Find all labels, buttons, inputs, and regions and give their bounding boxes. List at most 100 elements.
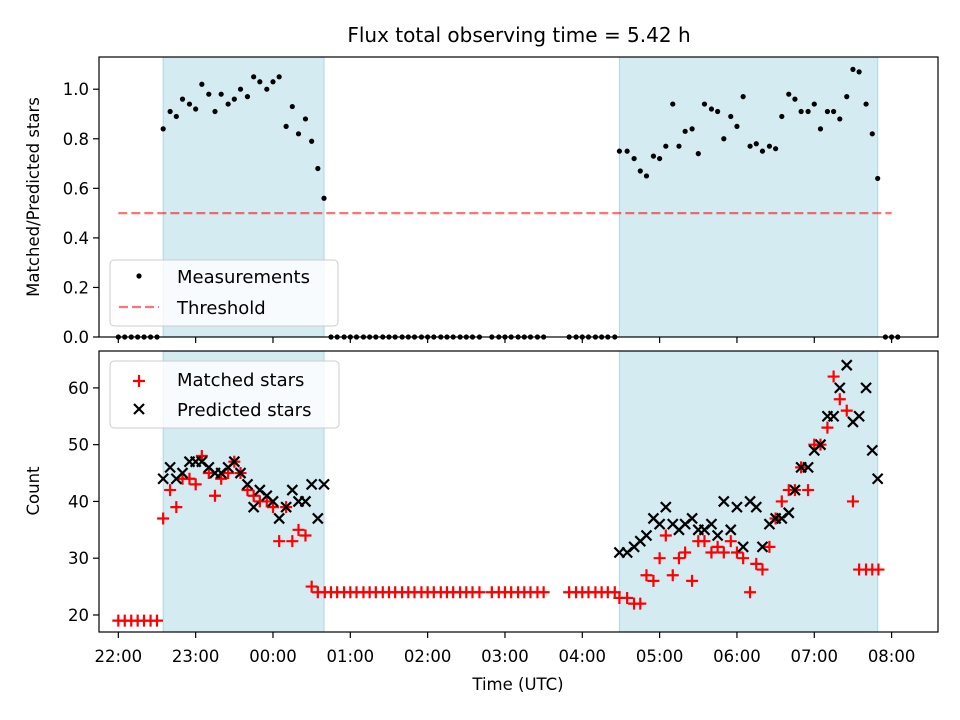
measurement-point — [218, 91, 224, 97]
measurement-point — [309, 138, 315, 144]
bottom-xtick-label: 07:00 — [790, 647, 838, 666]
predicted-star-point — [711, 529, 724, 542]
measurement-point — [295, 131, 302, 137]
matched-star-point — [666, 569, 679, 582]
measurement-point — [728, 113, 734, 120]
measurement-point — [315, 165, 321, 172]
predicted-star-point — [782, 507, 795, 519]
matched-star-point — [202, 467, 215, 480]
top-axes-frame — [98, 56, 939, 338]
top-ytick-label: 0.4 — [63, 229, 89, 248]
matched-star-point — [208, 489, 221, 502]
measurement-point — [663, 143, 669, 149]
measurement-point — [759, 148, 766, 154]
measurement-point — [257, 79, 263, 85]
bottom-panel: 20 30 40 50 60 22:00 23:00 00:00 01:00 02:00 03:00… — [24, 350, 939, 694]
predicted-star-point — [176, 467, 189, 479]
bottom-ytick-label: 60 — [68, 379, 89, 398]
measurement-point — [186, 101, 193, 107]
predicted-star-point — [731, 501, 743, 513]
matched-star-point — [827, 370, 840, 383]
measurement-point — [856, 69, 862, 75]
matched-star-point — [150, 614, 163, 627]
measurement-point — [875, 175, 881, 182]
measurement-point — [837, 116, 843, 122]
measurement-point — [747, 143, 753, 149]
matched-star-point — [711, 540, 724, 553]
bottom-ylabel: Count — [24, 466, 43, 516]
bottom-series — [112, 359, 885, 627]
bottom-ytick-label: 40 — [68, 492, 89, 511]
predicted-star-point — [853, 410, 865, 423]
predicted-star-point — [640, 529, 653, 542]
predicted-star-point — [241, 478, 254, 491]
predicted-star-point — [653, 518, 666, 530]
predicted-star-point — [724, 524, 737, 536]
matched-star-point — [241, 484, 254, 497]
matched-star-point — [737, 552, 750, 565]
bottom-axes-frame — [98, 350, 939, 633]
bottom-ticks: 20 30 40 50 60 22:00 23:00 00:00 01:00 02:00 03:00… — [68, 379, 915, 666]
measurement-point — [863, 101, 869, 107]
matched-star-point — [750, 557, 763, 570]
matched-star-point — [672, 552, 685, 565]
predicted-star-point — [802, 461, 814, 474]
predicted-star-point — [686, 512, 698, 525]
measurement-point — [657, 155, 663, 162]
measurement-point — [212, 108, 218, 115]
measurement-point — [244, 94, 251, 100]
measurement-point — [817, 126, 824, 132]
measurement-point — [792, 96, 798, 102]
measurement-point — [637, 168, 643, 174]
measurement-point — [734, 123, 740, 129]
measurement-point — [811, 101, 817, 107]
measurement-point — [270, 79, 276, 85]
measurement-point — [682, 128, 688, 134]
measurement-point — [786, 91, 792, 97]
matched-star-point — [833, 393, 846, 406]
predicted-star-point — [840, 359, 853, 371]
predicted-star-point — [789, 484, 801, 496]
matched-star-point — [846, 495, 859, 508]
matched-star-point — [247, 489, 260, 502]
predicted-star-point — [756, 541, 769, 553]
measurement-point — [753, 141, 759, 147]
measurement-point — [251, 74, 257, 80]
bottom-xtick-label: 23:00 — [172, 647, 220, 666]
chart-title: Flux total observing time = 5.42 h — [347, 23, 690, 47]
matched-star-point — [705, 546, 718, 559]
bottom-legend-box — [109, 360, 340, 429]
matched-star-point — [634, 597, 647, 610]
measurement-point — [643, 173, 650, 179]
top-legend: Measurements Threshold — [109, 259, 339, 327]
matched-star-point — [724, 535, 737, 548]
measurement-point — [824, 108, 831, 115]
top-ytick-label: 0.2 — [63, 278, 89, 297]
measurement-point — [779, 113, 785, 120]
bottom-xtick-label: 03:00 — [481, 647, 529, 666]
top-ytick-label: 1.0 — [63, 80, 89, 99]
matched-star-point — [473, 586, 486, 599]
bottom-xtick-label: 00:00 — [249, 647, 297, 666]
matched-star-point — [164, 484, 177, 497]
matched-star-point — [183, 472, 196, 485]
predicted-star-point — [280, 501, 292, 513]
predicted-star-point — [247, 501, 260, 513]
top-ytick-label: 0.8 — [63, 130, 89, 149]
predicted-star-point — [866, 444, 879, 457]
bot-shaded-region-1 — [618, 350, 879, 633]
measurement-point — [689, 126, 695, 132]
predicted-star-point — [157, 472, 169, 485]
matched-star-point — [292, 523, 305, 536]
matched-star-point — [266, 501, 279, 514]
matched-star-point — [640, 569, 653, 582]
predicted-star-point — [312, 512, 324, 525]
bottom-xtick-label: 05:00 — [636, 647, 684, 666]
matched-star-point — [763, 540, 776, 553]
top-ytick-label: 0.6 — [63, 179, 89, 198]
predicted-star-point — [164, 461, 176, 474]
top-series — [115, 66, 901, 340]
measurement-point — [160, 126, 166, 132]
top-shaded-region-1 — [618, 56, 879, 338]
